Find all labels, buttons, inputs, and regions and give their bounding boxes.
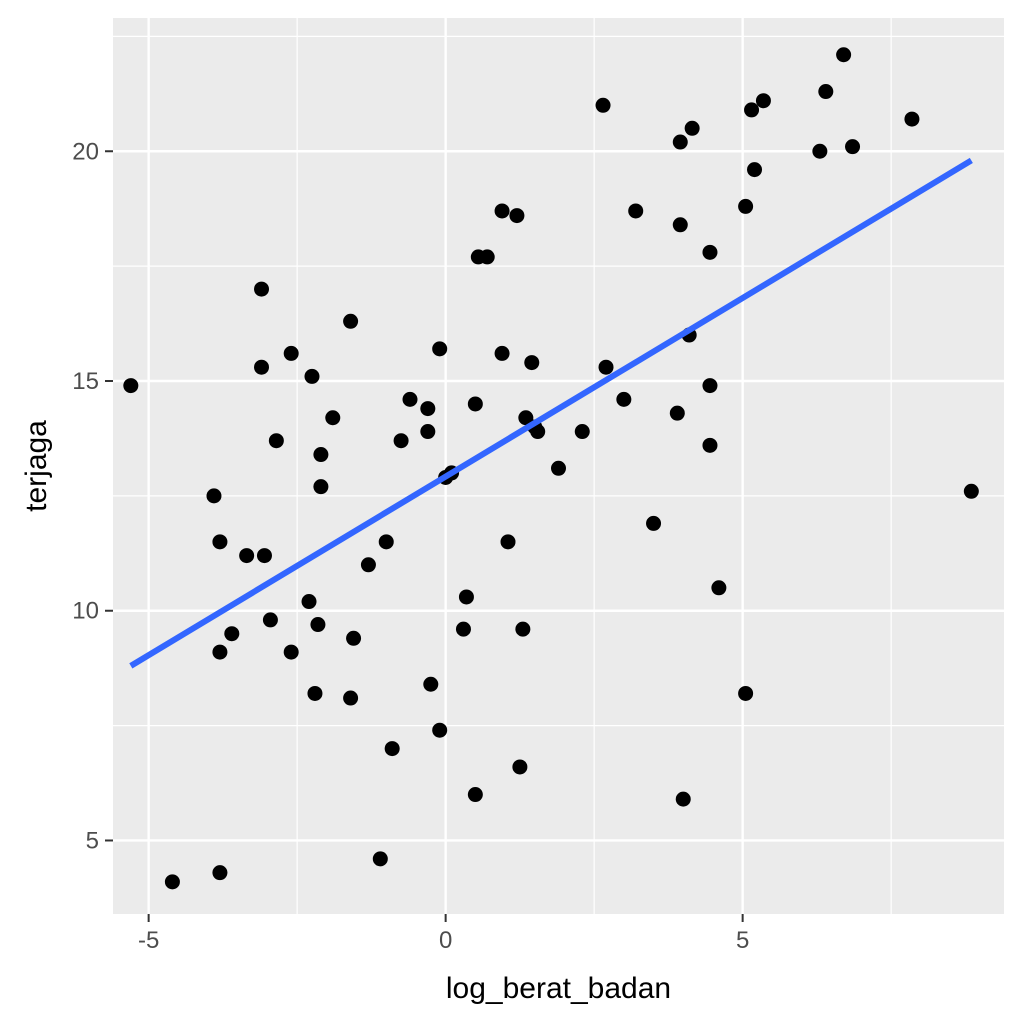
data-point bbox=[646, 515, 662, 531]
data-point bbox=[711, 580, 727, 596]
data-point bbox=[845, 139, 861, 155]
data-point bbox=[595, 97, 611, 113]
data-point bbox=[254, 281, 269, 297]
y-axis-ticks: 5 10 15 20 bbox=[72, 138, 113, 854]
data-point bbox=[738, 198, 754, 214]
data-point bbox=[307, 685, 323, 701]
data-point bbox=[702, 378, 718, 394]
data-point bbox=[675, 791, 691, 807]
data-point bbox=[494, 345, 510, 361]
data-point bbox=[747, 162, 763, 178]
data-point bbox=[212, 534, 228, 550]
data-point bbox=[455, 621, 471, 637]
data-point bbox=[432, 341, 448, 357]
data-point bbox=[515, 621, 531, 637]
data-point bbox=[500, 534, 516, 550]
data-point bbox=[509, 208, 525, 224]
data-point bbox=[224, 626, 240, 642]
data-point bbox=[402, 391, 418, 407]
data-point bbox=[812, 143, 828, 159]
data-point bbox=[702, 437, 718, 453]
data-point bbox=[310, 617, 326, 633]
data-point bbox=[598, 359, 614, 375]
data-point bbox=[904, 111, 920, 127]
y-tick-label: 10 bbox=[72, 598, 99, 625]
data-point bbox=[360, 557, 376, 573]
data-point bbox=[551, 460, 566, 476]
data-point bbox=[836, 47, 852, 63]
data-point bbox=[467, 396, 483, 412]
data-point bbox=[494, 203, 510, 219]
data-point bbox=[254, 359, 269, 375]
data-point bbox=[423, 676, 439, 692]
data-point bbox=[512, 759, 528, 775]
data-point bbox=[467, 787, 483, 803]
data-point bbox=[684, 120, 700, 136]
x-tick-label: -5 bbox=[138, 927, 159, 954]
regression-line bbox=[129, 157, 973, 669]
data-point bbox=[301, 594, 317, 610]
data-point bbox=[283, 644, 299, 660]
data-point bbox=[123, 378, 139, 394]
data-point bbox=[479, 249, 495, 265]
data-point bbox=[239, 548, 255, 564]
data-point bbox=[393, 433, 409, 449]
y-tick-label: 5 bbox=[86, 827, 99, 854]
y-tick-label: 20 bbox=[72, 138, 99, 165]
data-point bbox=[458, 589, 474, 605]
data-point bbox=[702, 244, 718, 260]
data-point bbox=[963, 483, 979, 499]
data-point bbox=[628, 203, 644, 219]
data-point bbox=[304, 368, 320, 384]
data-point bbox=[262, 612, 278, 628]
data-point bbox=[372, 851, 388, 867]
x-tick-label: 5 bbox=[736, 927, 749, 954]
data-points bbox=[123, 47, 979, 890]
data-point bbox=[283, 345, 299, 361]
data-point bbox=[256, 548, 272, 564]
data-point bbox=[346, 630, 362, 646]
data-point bbox=[313, 447, 329, 463]
data-point bbox=[818, 84, 834, 100]
y-axis-title: terjaga bbox=[20, 420, 53, 512]
data-point bbox=[755, 93, 771, 109]
data-point bbox=[744, 102, 760, 118]
data-point bbox=[672, 134, 688, 150]
data-point bbox=[530, 424, 546, 440]
y-tick-label: 15 bbox=[72, 368, 99, 395]
grid-minor bbox=[113, 18, 1004, 914]
data-point bbox=[343, 690, 359, 706]
data-point bbox=[574, 424, 590, 440]
grid-major bbox=[113, 18, 1004, 914]
data-point bbox=[420, 401, 436, 417]
data-point bbox=[616, 391, 632, 407]
data-point bbox=[325, 410, 341, 426]
data-point bbox=[420, 424, 436, 440]
fit-line-layer bbox=[129, 157, 973, 669]
data-point bbox=[669, 405, 685, 421]
x-axis-title: log_berat_badan bbox=[446, 972, 671, 1005]
x-tick-label: 0 bbox=[439, 927, 452, 954]
data-point bbox=[206, 488, 222, 504]
data-point bbox=[384, 741, 400, 757]
data-point bbox=[738, 685, 754, 701]
data-point bbox=[672, 217, 688, 233]
data-point bbox=[378, 534, 394, 550]
x-axis-ticks: -5 0 5 bbox=[138, 914, 749, 954]
data-point bbox=[524, 355, 540, 371]
data-point bbox=[432, 722, 448, 738]
data-point bbox=[164, 874, 180, 890]
data-point bbox=[212, 644, 228, 660]
data-point bbox=[313, 479, 329, 495]
data-point bbox=[343, 313, 359, 329]
data-point bbox=[268, 433, 284, 449]
data-point bbox=[212, 865, 228, 881]
